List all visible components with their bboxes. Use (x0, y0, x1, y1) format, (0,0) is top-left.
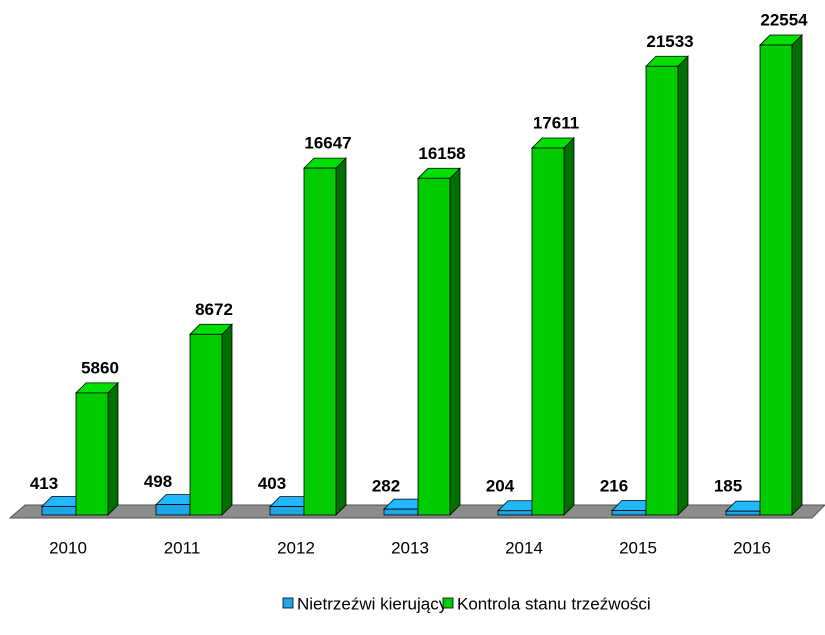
bar-side (791, 34, 803, 516)
value-label: 21533 (646, 32, 693, 51)
value-label: 282 (372, 476, 400, 495)
bar-front (41, 505, 77, 516)
bar-front (725, 510, 761, 516)
bar-front (303, 167, 337, 516)
bar-front (155, 504, 191, 516)
value-label: 5860 (81, 358, 119, 377)
x-tick-label: 2014 (505, 538, 543, 557)
x-tick-label: 2016 (733, 538, 771, 557)
value-label: 22554 (760, 10, 808, 29)
bar (303, 157, 347, 516)
value-label: 17611 (533, 113, 579, 132)
legend-label: Nietrzeźwi kierujący (297, 594, 448, 613)
value-label: 16647 (304, 134, 351, 153)
bar (645, 55, 689, 516)
bar (759, 34, 803, 516)
bar-front (645, 65, 679, 516)
legend-swatch (282, 597, 294, 609)
value-label: 498 (144, 472, 172, 491)
bar-front (497, 510, 533, 516)
value-label: 413 (30, 474, 58, 493)
value-label: 204 (486, 476, 515, 495)
x-tick-label: 2010 (49, 538, 87, 557)
bar-side (221, 323, 233, 516)
bar-front (189, 333, 223, 516)
bar (189, 323, 233, 516)
value-label: 8672 (195, 300, 233, 319)
x-tick-label: 2015 (619, 538, 657, 557)
value-label: 16158 (418, 144, 465, 163)
bar-front (759, 44, 793, 516)
bar-front (417, 177, 451, 516)
bar (75, 381, 119, 516)
legend-label: Kontrola stanu trzeźwości (457, 594, 651, 613)
bar (417, 167, 461, 516)
bar-side (335, 157, 347, 516)
bar-front (531, 147, 565, 516)
value-label: 185 (714, 476, 742, 495)
value-label: 216 (600, 476, 628, 495)
bar-side (677, 55, 689, 516)
bar (531, 137, 575, 516)
x-tick-label: 2012 (277, 538, 315, 557)
bar-side (107, 381, 119, 516)
bar-front (269, 506, 305, 516)
bar-side (449, 167, 461, 516)
legend-swatch (442, 597, 454, 609)
bar-front (75, 392, 109, 516)
bar-side (563, 137, 575, 516)
bar-front (611, 510, 647, 516)
value-label: 403 (258, 474, 286, 493)
bar-front (383, 508, 419, 516)
x-tick-label: 2011 (164, 538, 201, 557)
x-tick-label: 2013 (391, 538, 429, 557)
